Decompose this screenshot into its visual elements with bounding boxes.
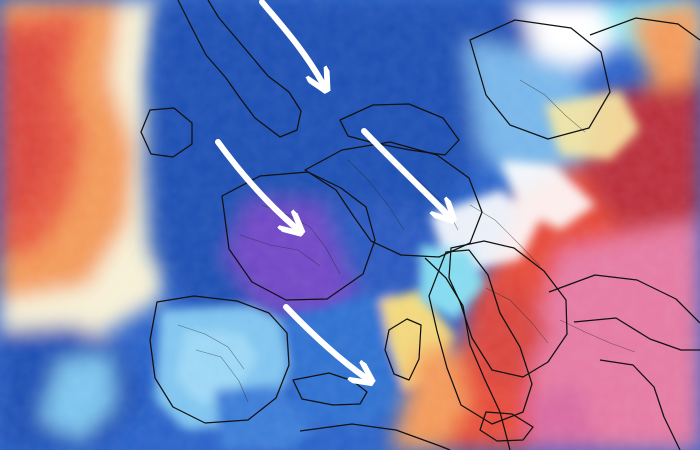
country-borders	[140, 0, 700, 450]
north-africa-coast	[299, 423, 451, 450]
sardinia-outline	[384, 318, 422, 381]
flow-arrow-france	[215, 139, 296, 228]
germany-outline	[304, 141, 483, 258]
poland-region-outline	[469, 19, 611, 140]
flow-arrows	[215, 0, 448, 378]
britain-outline	[177, 0, 302, 138]
black-sea-outline	[548, 274, 700, 324]
flow-arrow-mediterranean	[283, 304, 366, 378]
ireland-outline	[140, 107, 193, 158]
balearic-outline	[292, 372, 368, 406]
greece-turkey-coast	[573, 317, 700, 351]
baltic-coast-outline	[589, 17, 700, 41]
france-outline	[221, 171, 376, 301]
sicily-outline	[479, 411, 534, 442]
italy-west-coast	[424, 257, 511, 450]
iberia-outline	[149, 295, 290, 424]
aegean-coast	[599, 359, 681, 450]
flow-arrow-germany-alps	[361, 128, 448, 215]
flow-arrow-north-sea	[259, 0, 323, 84]
italy-outline	[428, 249, 533, 425]
benelux-denmark-outline	[339, 103, 460, 156]
